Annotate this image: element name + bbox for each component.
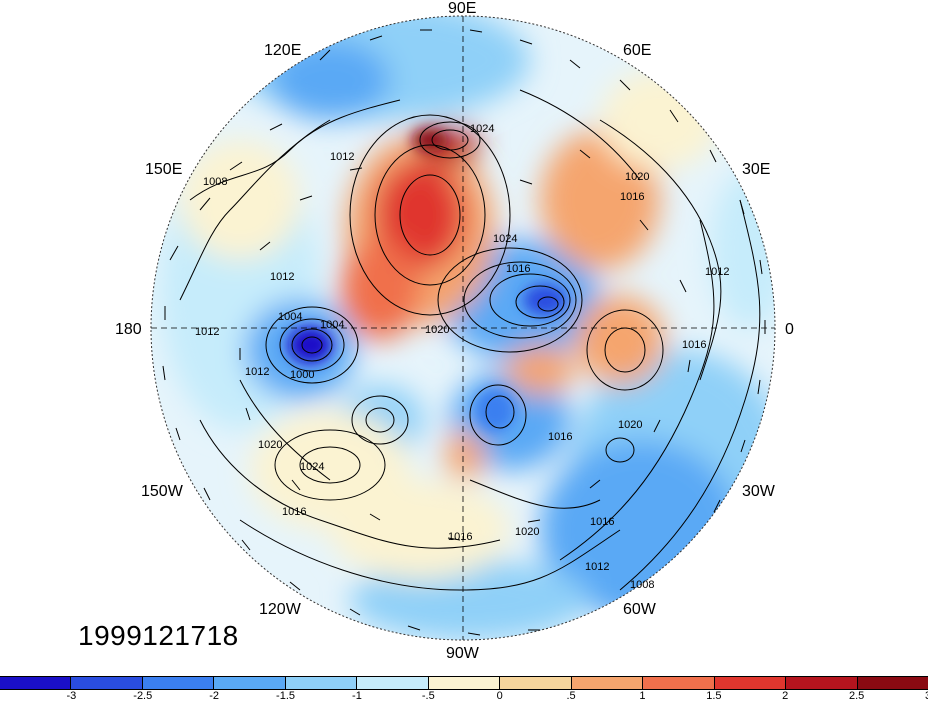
contour-label: 1020	[258, 439, 282, 451]
colorbar-tick-label: -1.5	[276, 690, 296, 702]
contour-label: 1008	[203, 176, 227, 188]
contour-label: 1016	[448, 531, 472, 543]
colorbar-tick-label: .5	[566, 690, 576, 702]
lon-label-180: 180	[115, 321, 142, 338]
contour-label: 1024	[493, 233, 517, 245]
date-stamp: 1999121718	[78, 620, 239, 651]
colorbar-tick-label: 0	[496, 690, 503, 702]
lon-label-90e: 90E	[448, 0, 476, 17]
contour-label: 1016	[682, 339, 706, 351]
colorbar-tick-label: 1	[639, 690, 646, 702]
lon-label-90w: 90W	[446, 645, 480, 662]
colorbar-swatch	[428, 677, 501, 689]
contour-label: 1004	[320, 319, 344, 331]
anomaly-field	[151, 16, 775, 640]
contour-label: 1020	[618, 419, 642, 431]
contour-label: 1016	[282, 506, 306, 518]
contour-label: 1000	[290, 369, 314, 381]
pressure-contours	[179, 89, 761, 591]
colorbar-tick-label: 2.5	[848, 690, 865, 702]
contour-label: 1012	[330, 151, 354, 163]
contour-label: 1016	[548, 431, 572, 443]
graticule	[151, 16, 775, 640]
contour-label: 1016	[620, 191, 644, 203]
colorbar-swatch	[571, 677, 644, 689]
lon-label-30w: 30W	[742, 483, 776, 500]
colorbar-swatch	[71, 677, 143, 689]
colorbar-swatch	[142, 677, 215, 689]
contour-label: 1004	[278, 311, 302, 323]
lon-label-150w: 150W	[141, 483, 184, 500]
colorbar-tick-label: -2.5	[133, 690, 153, 702]
contour-label: 1020	[625, 171, 649, 183]
colorbar-tick-label: -3	[66, 690, 77, 702]
colorbar-swatch	[786, 677, 858, 689]
colorbar-tick-label: 1.5	[706, 690, 722, 702]
colorbar-tick-label: -.5	[421, 690, 435, 702]
contour-label: 1012	[705, 266, 729, 278]
contour-label: 1016	[590, 516, 614, 528]
colorbar	[0, 676, 928, 690]
wind-barbs	[162, 29, 766, 636]
contour-label: 1012	[195, 326, 219, 338]
colorbar-swatch	[643, 677, 715, 689]
lon-label-60e: 60E	[623, 42, 651, 59]
colorbar-swatch	[0, 677, 72, 689]
colorbar-swatch	[357, 677, 429, 689]
colorbar-swatch	[714, 677, 787, 689]
colorbar-tick-label: 2	[782, 690, 789, 702]
lon-label-120w: 120W	[259, 601, 302, 618]
lon-label-150e: 150E	[145, 161, 182, 178]
colorbar-swatch	[285, 677, 358, 689]
colorbar-swatch	[857, 677, 928, 689]
colorbar-tick-label: -2	[209, 690, 220, 702]
lon-label-0: 0	[785, 321, 794, 338]
lon-label-120e: 120E	[264, 42, 301, 59]
contour-label: 1020	[515, 526, 539, 538]
contour-label: 1012	[270, 271, 294, 283]
lon-label-60w: 60W	[623, 601, 657, 618]
contour-label: 1008	[630, 579, 654, 591]
lon-label-30e: 30E	[742, 161, 770, 178]
colorbar-labels: -3 -2.5 -2 -1.5 -1 -.5 0 .5 1 1.5 2 2.5 3	[0, 690, 928, 702]
colorbar-swatch	[500, 677, 572, 689]
contour-labels: 1024 1016 1008 1012 1016 1020 1024 1020 …	[195, 123, 729, 591]
colorbar-tick-label: -1	[352, 690, 362, 702]
contour-label: 1012	[245, 366, 269, 378]
contour-label: 1016	[506, 263, 530, 275]
colorbar-swatch	[214, 677, 286, 689]
longitude-labels: 90E 60E 30E 0 30W 60W 90W 120W 150W 180 …	[115, 0, 794, 662]
contour-label: 1012	[585, 561, 609, 573]
colorbar-tick-label: 3	[925, 690, 928, 702]
contour-label: 1024	[300, 461, 324, 473]
contour-label: 1024	[470, 123, 494, 135]
contour-label: 1020	[425, 324, 449, 336]
